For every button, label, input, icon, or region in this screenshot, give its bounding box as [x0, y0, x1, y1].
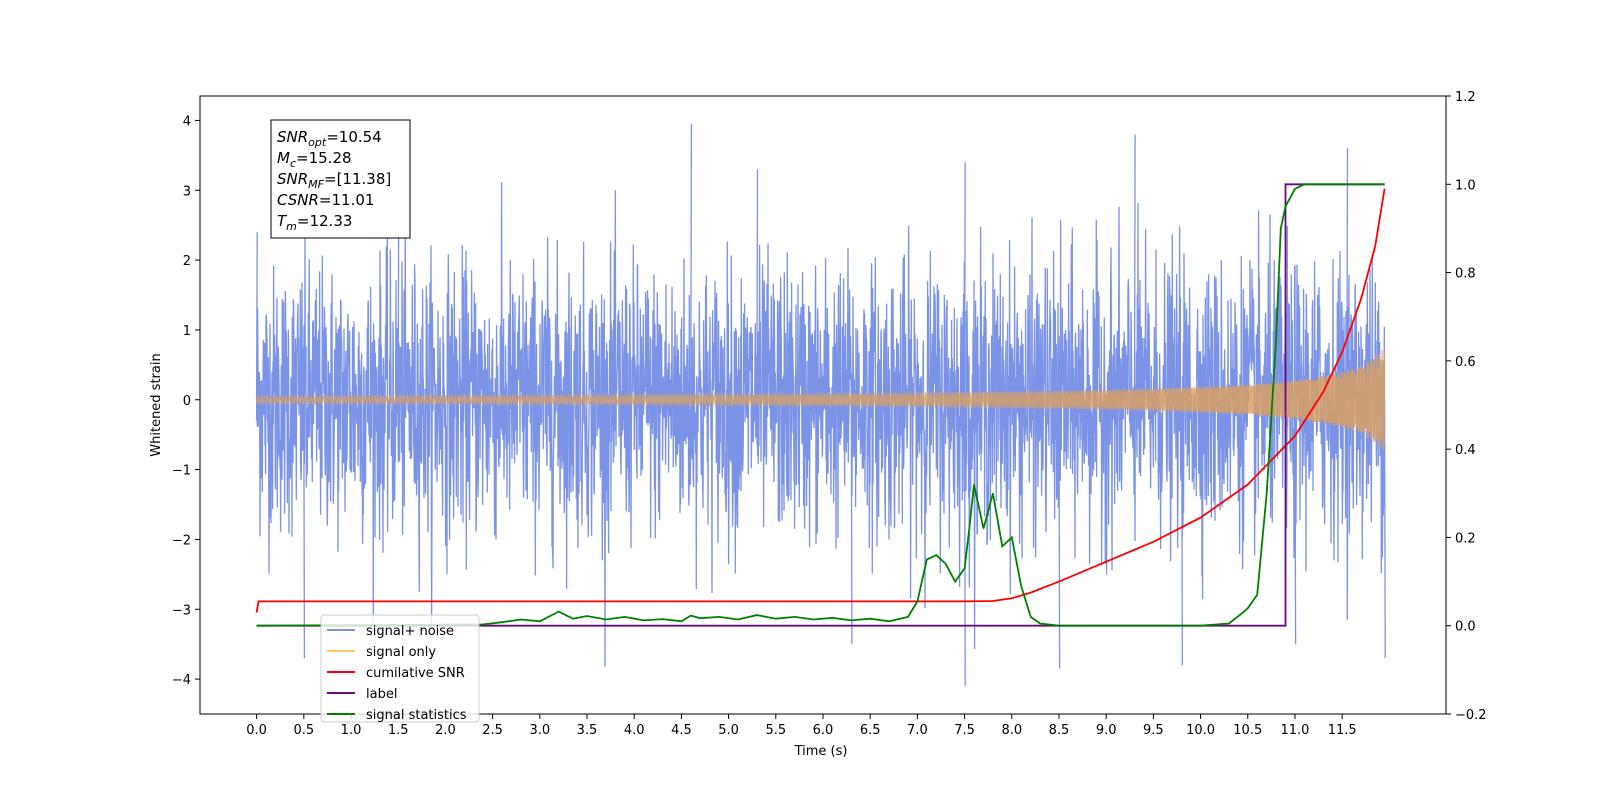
x-axis: 0.0 0.5 1.0 1.5 2.0 2.5 3.0 3.5 4.0 4.5 5.0 5.5 6.0 6…	[246, 714, 1357, 738]
annotation-line: CSNR=11.01	[277, 191, 374, 209]
annotation-symbol: T	[277, 212, 288, 230]
stats-annotation-box: SNRopt=10.54Mc=15.28SNRMF=[11.38]CSNR=11…	[270, 119, 411, 239]
x-tick-label: 2.0	[435, 723, 456, 738]
x-tick-label: 9.5	[1143, 723, 1164, 738]
x-tick-label: 1.5	[388, 723, 409, 738]
y-tick-label-right: 1.0	[1455, 178, 1476, 193]
y-tick-label-left: −1	[172, 464, 191, 479]
y-tick-label-right: −0.2	[1455, 708, 1487, 723]
x-tick-label: 10.0	[1186, 723, 1215, 738]
x-tick-label: 5.0	[718, 723, 739, 738]
x-tick-label: 3.0	[529, 723, 550, 738]
annotation-subscript: m	[286, 220, 297, 233]
legend-entry-label: cumilative SNR	[366, 666, 465, 681]
series-signal-statistics	[256, 183, 1385, 627]
y-tick-label-left: −3	[172, 603, 191, 618]
y-tick-label-left: 1	[183, 324, 191, 339]
y-tick-label-right: 0.2	[1455, 531, 1476, 546]
legend-frame	[320, 614, 480, 723]
annotation-line: Tm=12.33	[277, 212, 352, 233]
y-tick-label-left: 0	[183, 394, 191, 409]
y-tick-label-right: 0.4	[1455, 443, 1476, 458]
annotation-value: =12.33	[297, 212, 353, 230]
y-axis-left: 4 3 2 1 0 −1 −2 −3 −4	[172, 114, 200, 688]
x-tick-label: 7.0	[907, 723, 928, 738]
x-tick-label: 1.0	[341, 723, 362, 738]
x-tick-label: 11.5	[1328, 723, 1357, 738]
y-tick-label-right: 0.6	[1455, 355, 1476, 370]
annotation-value: =10.54	[326, 128, 382, 146]
y-tick-label-right: 1.2	[1455, 90, 1476, 105]
annotation-line: SNRMF=[11.38]	[277, 170, 391, 191]
y-tick-label-left: −2	[172, 533, 191, 548]
x-axis-label: Time (s)	[794, 744, 848, 759]
x-tick-label: 4.0	[624, 723, 645, 738]
legend: signal+ noise signal only cumilative SNR la…	[320, 614, 480, 723]
x-tick-label: 2.5	[482, 723, 503, 738]
x-tick-label: 0.5	[293, 723, 314, 738]
x-tick-label: 8.5	[1049, 723, 1070, 738]
legend-entry-label: signal statistics	[366, 708, 467, 723]
x-tick-label: 7.5	[954, 723, 975, 738]
annotation-subscript: MF	[308, 178, 324, 191]
annotation-frame	[270, 119, 411, 239]
annotation-value: =11.01	[319, 191, 375, 209]
annotation-symbol: CSNR	[277, 191, 319, 209]
annotation-subscript: opt	[308, 136, 327, 149]
annotation-subscript: c	[290, 157, 296, 170]
series-signal-noise	[255, 123, 1386, 687]
x-tick-label: 5.5	[765, 723, 786, 738]
y-tick-label-right: 0.0	[1455, 620, 1476, 635]
annotation-symbol: M	[277, 149, 290, 167]
annotation-line: Mc=15.28	[277, 149, 352, 170]
y-axis-label: Whitened strain	[149, 353, 164, 456]
y-tick-label-left: 3	[183, 184, 191, 199]
x-tick-label: 11.0	[1280, 723, 1309, 738]
annotation-symbol: SNR	[277, 128, 308, 146]
legend-entry-label: label	[366, 687, 397, 702]
x-tick-label: 9.0	[1096, 723, 1117, 738]
annotation-value: =15.28	[296, 149, 352, 167]
series-cumulative-snr	[255, 188, 1386, 613]
series-signal-only	[256, 348, 1386, 451]
x-tick-label: 0.0	[246, 723, 267, 738]
y-axis-right: 1.2 1.0 0.8 0.6 0.4 0.2 0.0 −0.2	[1446, 90, 1487, 723]
annotation-value: =[11.38]	[324, 170, 391, 188]
annotation-symbol: SNR	[277, 170, 308, 188]
x-tick-label: 10.5	[1233, 723, 1262, 738]
y-tick-label-left: 2	[183, 254, 191, 269]
x-tick-label: 3.5	[577, 723, 598, 738]
y-tick-label-left: 4	[183, 114, 191, 129]
legend-entry-label: signal+ noise	[366, 624, 454, 639]
annotation-line: SNRopt=10.54	[277, 128, 382, 149]
legend-entry-label: signal only	[366, 645, 436, 660]
x-tick-label: 6.5	[860, 723, 881, 738]
x-tick-label: 8.0	[1001, 723, 1022, 738]
series-layer	[255, 123, 1386, 687]
x-tick-label: 4.5	[671, 723, 692, 738]
x-tick-label: 6.0	[813, 723, 834, 738]
y-tick-label-left: −4	[172, 673, 191, 688]
y-tick-label-right: 0.8	[1455, 267, 1476, 282]
